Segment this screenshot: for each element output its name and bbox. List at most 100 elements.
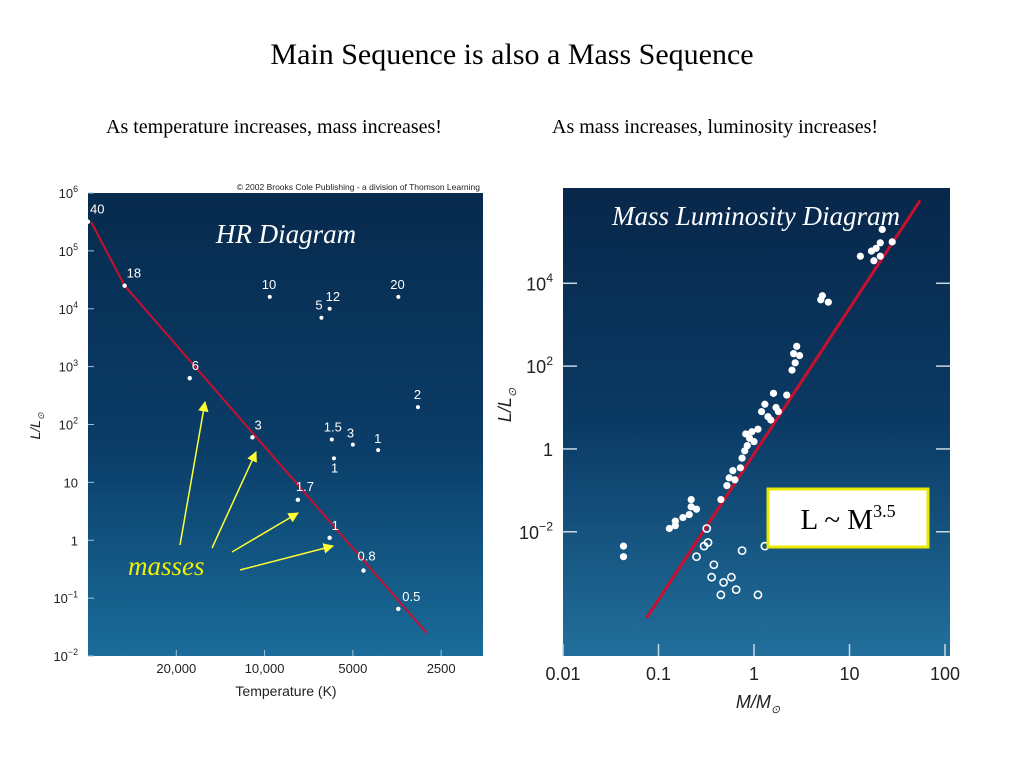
hr-star-mass-label: 12 [326, 289, 340, 304]
ml-star-point [818, 292, 826, 300]
ml-white-dwarf-point [737, 546, 747, 556]
ml-white-dwarf-point [727, 572, 736, 582]
ml-y-tick-label: 10−2 [519, 520, 553, 543]
ml-x-tick-label: 10 [839, 664, 859, 684]
ml-white-dwarf-point [692, 552, 701, 562]
hr-main-sequence-star [250, 435, 255, 440]
arrow-to-1-7 [231, 512, 299, 553]
hr-star-mass-label: 10 [262, 277, 276, 292]
ml-star-point [679, 513, 687, 522]
hr-star [415, 405, 420, 410]
hr-star-mass-label: 3 [347, 426, 354, 441]
ml-x-tick-label: 1 [749, 664, 759, 684]
hr-star-mass-label: 2 [414, 387, 421, 402]
hr-x-tick-label: 5000 [338, 661, 367, 676]
ml-star-point [888, 238, 896, 246]
ml-white-dwarf-point [703, 538, 713, 547]
ml-x-axis-label-sub: ⊙ [771, 704, 781, 716]
hr-x-axis: 20,000 10,000 5000 2500 [156, 650, 456, 676]
hr-y-tick-label: 10 [64, 475, 78, 490]
hr-x-axis-label: Temperature (K) [235, 683, 336, 699]
hr-plot-background [88, 193, 483, 656]
hr-star-mass-label: 5 [315, 298, 322, 313]
ml-star-point [788, 366, 796, 374]
ml-star-point [723, 482, 731, 490]
hr-star [267, 294, 272, 299]
hr-main-sequence-star [396, 606, 401, 612]
ml-plot-background [563, 188, 950, 656]
hr-star [350, 442, 355, 447]
ml-white-dwarf-point [716, 590, 726, 600]
hr-x-tick-label: 10,000 [245, 661, 285, 676]
ml-star-point [748, 428, 756, 436]
hr-y-axis-label-main: L/L [27, 420, 43, 439]
hr-credit-text: © 2002 Brooks Cole Publishing - a divisi… [237, 182, 481, 192]
hr-star-mass-label: 0.8 [357, 549, 375, 564]
hr-star-mass-label: 1.5 [324, 420, 342, 435]
hr-y-tick-label: 102 [59, 416, 78, 433]
arrow-to-6 [179, 400, 209, 546]
mass-luminosity-diagram: Mass Luminosity Diagram 104 102 1 10−2 0.01… [495, 188, 960, 716]
ml-star-point [731, 476, 739, 484]
arrow-to-3 [211, 451, 257, 549]
ml-star-point [665, 524, 673, 533]
ml-y-axis-label-sub: ⊙ [507, 387, 519, 397]
hr-main-sequence-star [187, 376, 192, 381]
ml-white-dwarf-point [709, 560, 719, 570]
ml-points [619, 225, 896, 600]
hr-y-tick-label: 10−1 [53, 589, 78, 606]
hr-star-mass-label: 40 [90, 202, 104, 217]
ml-star-point [619, 553, 628, 561]
hr-x-tick-label: 2500 [427, 661, 456, 676]
hr-star-mass-label: 0.5 [402, 589, 420, 604]
ml-star-point [761, 400, 769, 408]
ml-y-tick-label: 102 [526, 354, 553, 377]
ml-star-point [872, 244, 880, 252]
ml-y-tick-label: 104 [526, 271, 553, 294]
ml-star-point [783, 391, 791, 399]
hr-main-sequence-star [85, 219, 91, 224]
ml-star-point [769, 389, 778, 397]
arrow-to-1 [239, 543, 335, 571]
hr-y-tick-label: 103 [59, 358, 78, 375]
hr-y-tick-label: 1 [71, 533, 78, 548]
ml-star-point [767, 416, 775, 424]
hr-y-tick-label: 106 [59, 184, 78, 201]
ml-star-point [824, 298, 832, 306]
hr-star [319, 315, 324, 320]
hr-star [327, 306, 332, 311]
ml-star-point [692, 505, 701, 513]
ml-star-point [876, 252, 884, 260]
hr-star-mass-label: 3 [254, 417, 261, 432]
svg-text:L/L⊙: L/L⊙ [27, 412, 46, 439]
svg-text:L/L⊙: L/L⊙ [495, 387, 519, 422]
ml-y-axis: 104 102 1 10−2 [519, 271, 950, 543]
hr-star [331, 456, 336, 461]
ml-star-point [750, 438, 758, 446]
ml-star-point [736, 464, 744, 472]
hr-stars: 40 18 6 3 1.7 1 0.8 0.5 10 5 12 20 2 1.5 1 3 1 [85, 202, 421, 612]
ml-star-point [754, 425, 762, 433]
hr-main-sequence-star [122, 283, 127, 288]
hr-y-tick-label: 104 [59, 300, 78, 317]
hr-star-mass-label: 20 [390, 277, 404, 292]
ml-star-point [793, 342, 801, 350]
relation-base: L ~ M [800, 504, 873, 536]
hr-main-sequence-star [295, 497, 301, 502]
ml-star-point [856, 252, 864, 260]
ml-white-dwarf-point [753, 590, 763, 600]
slide-title: Main Sequence is also a Mass Sequence [270, 38, 754, 71]
hr-star [329, 437, 334, 442]
ml-x-tick-label: 0.01 [545, 664, 580, 684]
ml-star-point [619, 542, 628, 550]
relation-exponent: 3.5 [873, 501, 896, 521]
ml-star-point [876, 239, 884, 247]
ml-star-point [685, 510, 693, 519]
hr-y-tick-label: 10−2 [53, 647, 78, 664]
subtitle-mass-luminosity: As mass increases, luminosity increases! [552, 116, 879, 138]
subtitle-temperature-mass: As temperature increases, mass increases… [106, 116, 442, 138]
hr-diagram: © 2002 Brooks Cole Publishing - a divisi… [27, 182, 483, 699]
ml-star-point [671, 522, 679, 530]
